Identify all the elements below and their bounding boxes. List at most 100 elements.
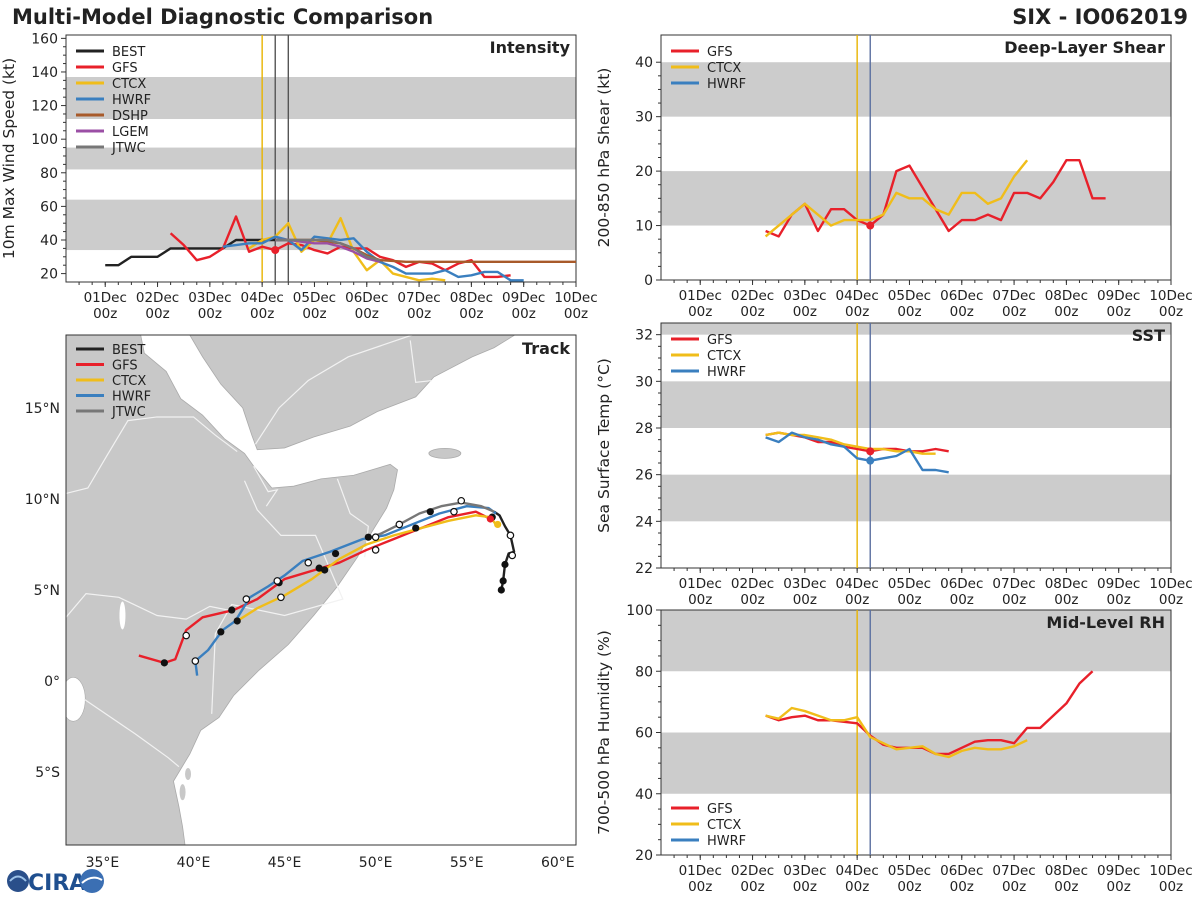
x-tick-label: 00z — [740, 304, 764, 320]
x-tick-label: 08Dec — [1045, 863, 1088, 879]
y-tick-label: 60 — [40, 199, 58, 215]
x-tick-label: 00z — [145, 306, 169, 322]
legend-label: LGEM — [112, 125, 149, 140]
country-border — [409, 340, 433, 384]
x-tick-label: 07Dec — [397, 290, 440, 306]
x-tick-label: 08Dec — [1045, 288, 1088, 304]
x-tick-label: 04Dec — [835, 863, 878, 879]
track-point-filled — [412, 524, 420, 532]
legend-label: DSHP — [112, 109, 148, 124]
shaded-band — [66, 147, 576, 170]
track-point-open — [395, 520, 404, 529]
x-tick-label: 06Dec — [940, 863, 983, 879]
shaded-band — [661, 474, 1171, 522]
x-tick-label: 02Dec — [731, 863, 774, 879]
x-tick-label: 06Dec — [940, 288, 983, 304]
x-tick-label: 07Dec — [992, 288, 1035, 304]
track-point-filled — [501, 560, 509, 569]
y-tick-label: 10 — [635, 219, 653, 235]
legend-label: HWRF — [112, 390, 151, 405]
globe-icon — [7, 870, 29, 892]
x-tick-label: 10Dec — [1149, 288, 1192, 304]
chart-sst: 22242628303201Dec00z02Dec00z03Dec00z04De… — [595, 322, 1193, 608]
track-end-ctcx — [494, 520, 502, 529]
shaded-band — [661, 62, 1171, 117]
x-tick-label: 00z — [198, 306, 222, 322]
x-tick-label: 00z — [1107, 879, 1131, 895]
plot-frame — [65, 34, 577, 283]
x-tick-label: 04Dec — [835, 288, 878, 304]
shaded-band — [661, 732, 1171, 794]
x-tick-label: 00z — [1002, 304, 1026, 320]
y-tick-label: 24 — [635, 514, 653, 530]
x-tick-label: 10Dec — [1149, 576, 1192, 592]
x-tick-label: 00z — [688, 879, 712, 895]
lat-label: 10°N — [25, 492, 60, 508]
y-tick-label: 26 — [635, 468, 653, 484]
x-tick-label: 00z — [688, 592, 712, 608]
legend-label: CTCX — [707, 61, 741, 76]
y-tick-label: 160 — [31, 31, 58, 47]
track-point-filled — [217, 628, 225, 636]
track-point-filled — [233, 617, 241, 625]
lon-label: 35°E — [86, 855, 120, 871]
track-point-open — [182, 631, 191, 640]
x-tick-label: 00z — [1002, 879, 1026, 895]
legend-label: GFS — [707, 333, 733, 348]
track-point-filled — [321, 566, 329, 574]
y-tick-label: 40 — [635, 55, 653, 71]
page-title: Multi-Model Diagnostic Comparison — [12, 5, 434, 29]
y-tick-label: 40 — [635, 787, 653, 803]
lat-label: 15°N — [25, 401, 60, 417]
x-tick-label: 04Dec — [240, 290, 283, 306]
land-pemba — [185, 767, 192, 780]
track-best — [493, 510, 516, 591]
x-tick-label: 00z — [845, 879, 869, 895]
chart-track: 35°E 40°E 45°E 50°E 55°E 60°E 5°S 0° 5°N 10°N 15°N… — [25, 334, 577, 871]
lon-label: 45°E — [268, 855, 302, 871]
y-tick-label: 100 — [626, 603, 653, 619]
x-tick-label: 09Dec — [502, 290, 545, 306]
country-border — [336, 478, 369, 558]
x-tick-label: 03Dec — [783, 576, 826, 592]
x-tick-label: 00z — [1054, 304, 1078, 320]
x-tick-label: 00z — [459, 306, 483, 322]
land-zanzibar — [179, 784, 186, 801]
legend-label: BEST — [112, 343, 145, 358]
track-point-open — [371, 546, 380, 554]
y-tick-label: 0 — [644, 273, 653, 289]
track-point-open — [277, 593, 285, 602]
lon-label: 50°E — [359, 855, 393, 871]
y-axis-label: 200-850 hPa Shear (kt) — [595, 68, 613, 248]
x-tick-label: 00z — [950, 879, 974, 895]
x-tick-label: 00z — [793, 304, 817, 320]
x-tick-label: 02Dec — [136, 290, 179, 306]
x-tick-label: 05Dec — [293, 290, 336, 306]
land-africa — [66, 335, 398, 845]
x-tick-label: 01Dec — [84, 290, 127, 306]
series-ctcx — [765, 706, 1028, 759]
y-tick-label: 80 — [40, 166, 58, 182]
y-tick-label: 20 — [40, 267, 58, 283]
x-tick-label: 00z — [897, 879, 921, 895]
y-tick-label: 80 — [635, 664, 653, 680]
y-tick-label: 40 — [40, 233, 58, 249]
x-tick-label: 00z — [793, 879, 817, 895]
legend-label: CTCX — [112, 374, 146, 389]
marker-hwrf — [866, 456, 875, 465]
x-tick-label: 00z — [950, 304, 974, 320]
chart-title: SST — [1132, 326, 1165, 345]
track-point-filled — [499, 577, 507, 585]
legend-label: JTWC — [111, 405, 146, 420]
y-tick-label: 20 — [635, 848, 653, 864]
chart-title: Intensity — [490, 38, 571, 57]
x-tick-label: 08Dec — [1045, 576, 1088, 592]
y-axis-label: Sea Surface Temp (°C) — [595, 358, 613, 533]
x-tick-label: 05Dec — [888, 288, 931, 304]
chart-shear: 01020304001Dec00z02Dec00z03Dec00z04Dec00… — [595, 34, 1193, 320]
track-point-filled — [426, 508, 434, 516]
marker-gfs — [866, 447, 875, 456]
legend-label: GFS — [112, 61, 138, 76]
x-tick-label: 02Dec — [731, 288, 774, 304]
x-tick-label: 00z — [1107, 592, 1131, 608]
